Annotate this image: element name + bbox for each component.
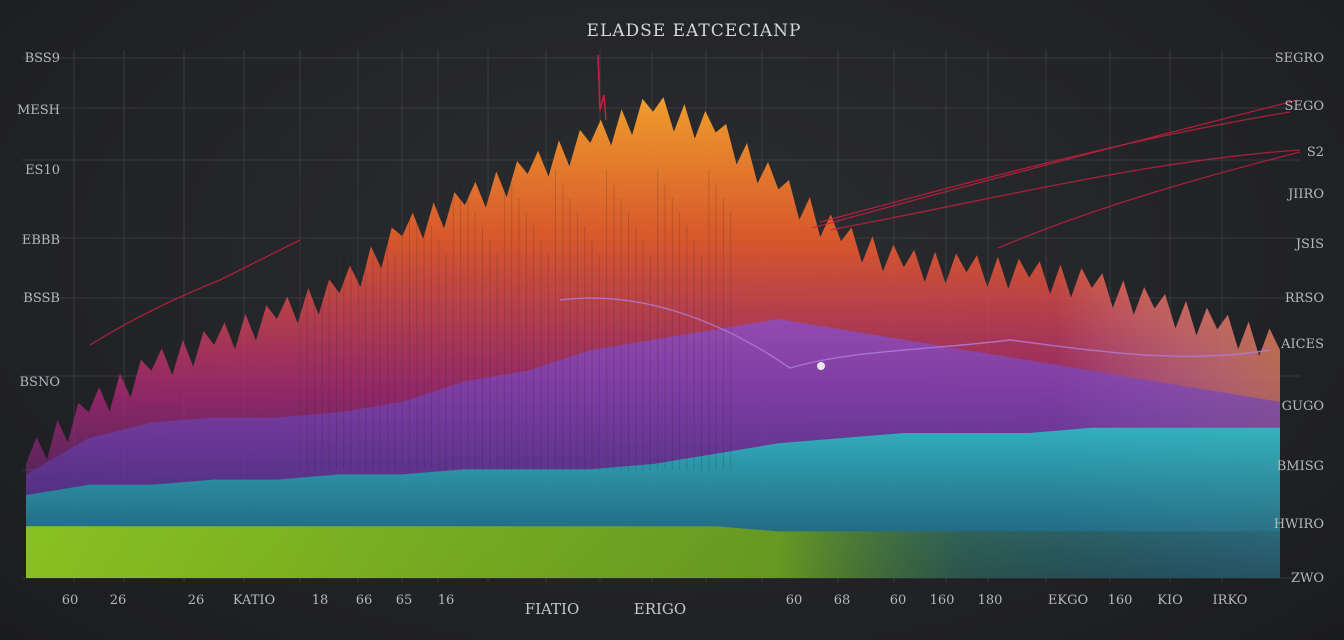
y-axis-left: BSS9 MESH ES10 EBBB BSSB BSNO bbox=[17, 51, 60, 390]
x-tick-label: 66 bbox=[356, 593, 373, 608]
x-tick-label: 26 bbox=[188, 593, 205, 608]
y-left-tick-label: ES10 bbox=[25, 163, 60, 178]
y-axis-right: SEGRO SEGO S2 JIIRO JSIS RRSO AICES GUGO BMISG HW… bbox=[1274, 51, 1324, 586]
y-right-tick-label: RRSO bbox=[1285, 291, 1324, 306]
x-axis: 60 26 26 KATIO 18 66 65 16 60 68 60 160 180 EKGO 160 KI… bbox=[62, 593, 1248, 618]
y-left-tick-label: EBBB bbox=[22, 233, 60, 248]
x-tick-label: 160 bbox=[1108, 593, 1133, 608]
x-tick-label: KIO bbox=[1157, 593, 1183, 608]
accent-line bbox=[559, 297, 1271, 369]
y-left-tick-label: BSSB bbox=[23, 291, 60, 306]
y-right-tick-label: AICES bbox=[1280, 337, 1324, 352]
spike-line bbox=[597, 54, 607, 121]
x-tick-label: 60 bbox=[62, 593, 79, 608]
y-right-tick-label: GUGO bbox=[1282, 399, 1324, 414]
x-tick-label: 180 bbox=[978, 593, 1003, 608]
red-trend-line-3 bbox=[997, 151, 1301, 249]
x-tick-label: IRKO bbox=[1213, 593, 1248, 608]
red-trend-line-0 bbox=[811, 99, 1299, 229]
x-tick-label: 65 bbox=[396, 593, 413, 608]
x-tick-label: 16 bbox=[438, 593, 455, 608]
y-right-tick-label: ZWO bbox=[1291, 571, 1324, 586]
chart-title: ELADSE EATCECIANP bbox=[587, 21, 802, 41]
y-right-tick-label: BMISG bbox=[1277, 459, 1324, 474]
x-tick-label: 68 bbox=[834, 593, 851, 608]
y-right-tick-label: SEGRO bbox=[1275, 51, 1324, 66]
y-right-tick-label: HWIRO bbox=[1274, 517, 1324, 532]
trend-lines bbox=[89, 54, 1301, 370]
x-tick-label: EKGO bbox=[1048, 593, 1088, 608]
area-lime bbox=[26, 526, 1280, 578]
y-left-tick-label: BSS9 bbox=[25, 51, 60, 66]
x-tick-label: KATIO bbox=[233, 593, 275, 608]
highlight-point bbox=[817, 362, 825, 370]
y-left-tick-label: MESH bbox=[17, 103, 60, 118]
red-trend-line-2 bbox=[829, 149, 1301, 231]
red-trend-line-4 bbox=[89, 239, 301, 346]
y-right-tick-label: JIIRO bbox=[1286, 187, 1324, 202]
x-tick-label: 60 bbox=[786, 593, 803, 608]
y-right-tick-label: SEGO bbox=[1285, 99, 1324, 114]
red-trend-line-1 bbox=[819, 111, 1291, 223]
x-tick-label: 18 bbox=[312, 593, 329, 608]
series-areas bbox=[26, 97, 1280, 578]
x-tick-label: 160 bbox=[930, 593, 955, 608]
x-axis-caption: ERIGO bbox=[634, 600, 686, 618]
y-right-tick-label: S2 bbox=[1307, 145, 1324, 160]
y-right-tick-label: JSIS bbox=[1294, 237, 1324, 252]
x-tick-label: 26 bbox=[110, 593, 127, 608]
x-axis-caption: FIATIO bbox=[525, 600, 580, 618]
x-tick-label: 60 bbox=[890, 593, 907, 608]
y-left-tick-label: BSNO bbox=[20, 375, 61, 390]
